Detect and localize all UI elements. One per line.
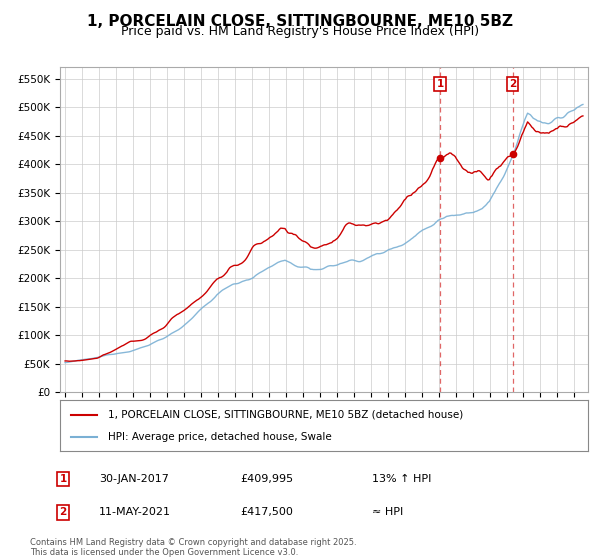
Text: Contains HM Land Registry data © Crown copyright and database right 2025.
This d: Contains HM Land Registry data © Crown c… (30, 538, 356, 557)
Text: 1: 1 (59, 474, 67, 484)
Text: ≈ HPI: ≈ HPI (372, 507, 403, 517)
Text: Price paid vs. HM Land Registry's House Price Index (HPI): Price paid vs. HM Land Registry's House … (121, 25, 479, 38)
Text: 2: 2 (59, 507, 67, 517)
Text: 1: 1 (436, 80, 443, 89)
Text: HPI: Average price, detached house, Swale: HPI: Average price, detached house, Swal… (107, 432, 331, 442)
Text: 11-MAY-2021: 11-MAY-2021 (99, 507, 171, 517)
Text: 1, PORCELAIN CLOSE, SITTINGBOURNE, ME10 5BZ (detached house): 1, PORCELAIN CLOSE, SITTINGBOURNE, ME10 … (107, 409, 463, 419)
Text: £417,500: £417,500 (240, 507, 293, 517)
Text: £409,995: £409,995 (240, 474, 293, 484)
Text: 1, PORCELAIN CLOSE, SITTINGBOURNE, ME10 5BZ: 1, PORCELAIN CLOSE, SITTINGBOURNE, ME10 … (87, 14, 513, 29)
Text: 2: 2 (509, 80, 517, 89)
Text: 30-JAN-2017: 30-JAN-2017 (99, 474, 169, 484)
Text: 13% ↑ HPI: 13% ↑ HPI (372, 474, 431, 484)
